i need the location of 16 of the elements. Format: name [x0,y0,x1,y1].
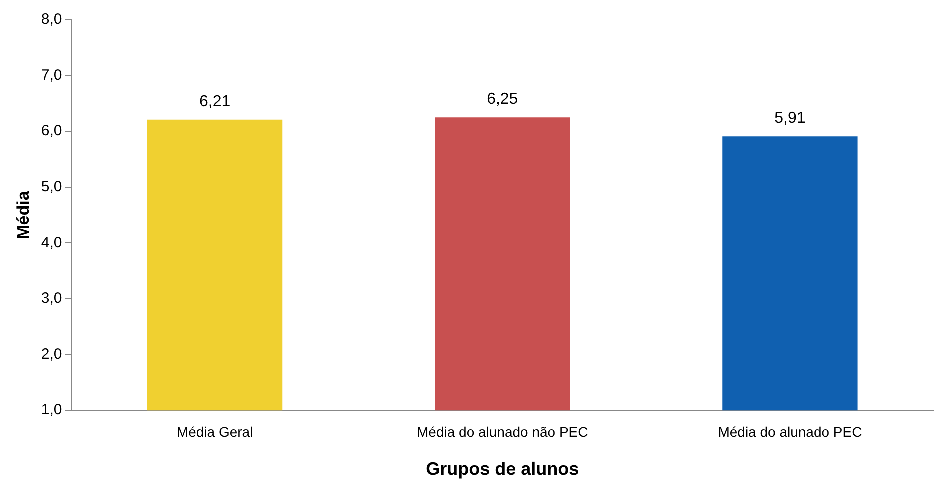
x-tick-label: Média Geral [176,424,254,440]
y-tick-label: 6,0 [41,122,62,140]
y-axis-title: Média [14,190,33,240]
x-tick-label: Média do alunado PEC [718,424,862,440]
y-tick-label: 4,0 [41,234,62,252]
y-tick-label: 5,0 [41,178,62,196]
y-tick-label: 3,0 [41,290,62,308]
y-tick-label: 1,0 [41,402,62,419]
data-label: 6,21 [199,93,231,110]
y-tick-label: 8,0 [41,11,62,28]
y-tick-label: 2,0 [41,346,62,363]
data-label: 6,25 [487,91,518,108]
x-tick-label: Média do alunado não PEC [417,424,588,440]
x-axis-title: Grupos de alunos [426,459,580,480]
data-label: 5,91 [774,110,806,128]
y-tick-label: 7,0 [41,66,62,84]
